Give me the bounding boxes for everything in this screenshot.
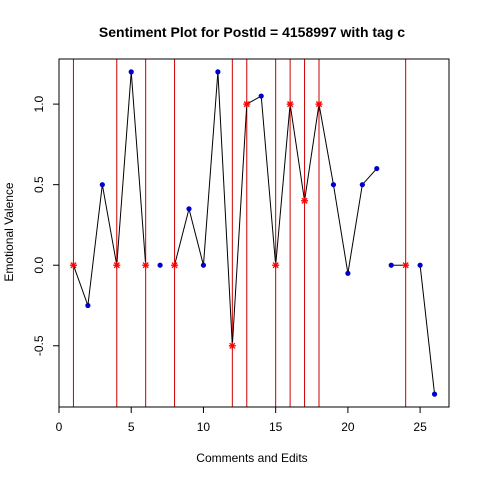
line-segment xyxy=(101,184,118,266)
line-segment xyxy=(361,168,378,186)
plot-frame xyxy=(58,58,450,408)
data-point xyxy=(359,182,365,188)
line-segment xyxy=(188,208,204,266)
line-segment xyxy=(202,71,219,266)
data-point xyxy=(374,165,380,172)
edit-marker xyxy=(69,261,77,269)
line-segment xyxy=(318,104,334,185)
data-point xyxy=(200,262,207,268)
line-segment xyxy=(246,95,262,105)
chart-title: Sentiment Plot for PostId = 4158997 with… xyxy=(99,24,405,40)
x-tick-label: 20 xyxy=(341,420,355,434)
data-point xyxy=(99,182,105,188)
data-point xyxy=(186,206,192,212)
edit-marker xyxy=(301,197,309,205)
y-tick-label: 0.0 xyxy=(32,257,46,274)
x-axis: 0 5 10 15 20 25 xyxy=(56,406,427,434)
data-point xyxy=(345,270,351,276)
data-point xyxy=(431,391,438,397)
edit-marker xyxy=(315,100,323,108)
line-segment xyxy=(304,104,320,201)
edit-marker xyxy=(228,342,236,350)
line-segment xyxy=(217,71,233,346)
line-segment xyxy=(419,265,436,395)
data-point xyxy=(157,262,163,268)
data-point xyxy=(258,93,264,99)
series-line xyxy=(72,71,436,395)
x-tick-label: 15 xyxy=(269,420,283,434)
x-axis-label: Comments and Edits xyxy=(196,451,307,465)
edit-marker xyxy=(113,261,121,269)
line-segment xyxy=(72,265,89,306)
edit-marker xyxy=(243,100,251,108)
line-segment xyxy=(289,104,306,201)
line-segment xyxy=(174,208,190,266)
line-segment xyxy=(231,104,248,346)
y-tick-label: -0.5 xyxy=(32,335,46,356)
edit-marker xyxy=(272,261,280,269)
x-tick-label: 25 xyxy=(413,420,427,434)
line-segment xyxy=(332,184,349,274)
line-segment xyxy=(260,96,277,266)
y-tick-label: 1.0 xyxy=(32,95,46,112)
data-point xyxy=(128,69,134,75)
data-point xyxy=(388,262,394,268)
line-segment xyxy=(130,71,147,266)
data-point xyxy=(85,302,91,309)
edit-marker xyxy=(402,261,410,269)
y-axis: -0.5 0.0 0.5 1.0 xyxy=(32,95,60,356)
data-point xyxy=(330,182,337,188)
data-point xyxy=(215,69,221,75)
y-tick-label: 0.5 xyxy=(32,176,46,193)
edit-marker xyxy=(286,100,294,108)
y-axis-label: Emotional Valence xyxy=(2,182,16,281)
data-points xyxy=(69,69,438,397)
line-segment xyxy=(275,104,291,266)
edit-marker xyxy=(142,261,150,269)
line-segment xyxy=(116,71,132,266)
data-point xyxy=(417,262,423,268)
vertical-lines xyxy=(72,59,407,407)
x-tick-label: 0 xyxy=(56,420,63,434)
edit-marker xyxy=(171,261,179,269)
x-tick-label: 10 xyxy=(197,420,211,434)
x-tick-label: 5 xyxy=(128,420,135,434)
line-segment xyxy=(87,184,103,306)
line-segment xyxy=(347,184,363,274)
